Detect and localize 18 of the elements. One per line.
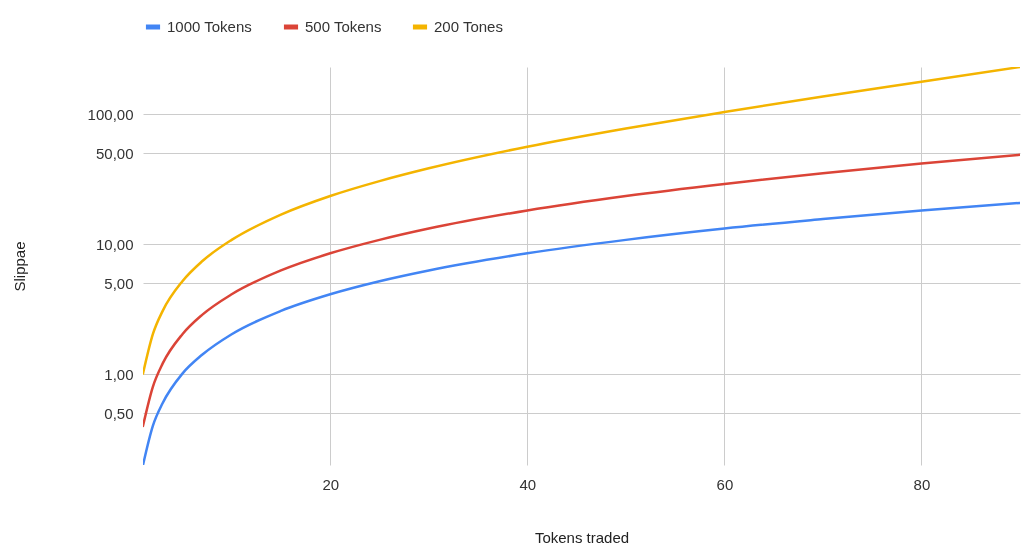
y-tick-label: 1,00 (104, 365, 134, 383)
y-tick-label: 0,50 (104, 404, 134, 422)
legend-label: 1000 Tokens (167, 18, 252, 35)
x-axis-title: Tokens traded (534, 528, 630, 546)
x-tick-label: 40 (519, 475, 537, 493)
line-series (143, 153, 1020, 428)
x-tick-label: 20 (322, 475, 340, 493)
y-tick-label: 100,00 (87, 105, 134, 123)
legend-label: 200 Tones (434, 18, 503, 35)
x-tick-label: 80 (913, 475, 931, 493)
line-series (143, 201, 1020, 465)
line-series (143, 67, 1020, 375)
legend-label: 500 Tokens (305, 18, 382, 35)
x-tick-label: 60 (716, 475, 734, 493)
y-tick-label: 10,00 (95, 235, 134, 253)
y-tick-label: 5,00 (104, 274, 134, 292)
y-axis-title: Slippae (10, 241, 28, 292)
y-tick-label: 50,00 (95, 144, 134, 162)
